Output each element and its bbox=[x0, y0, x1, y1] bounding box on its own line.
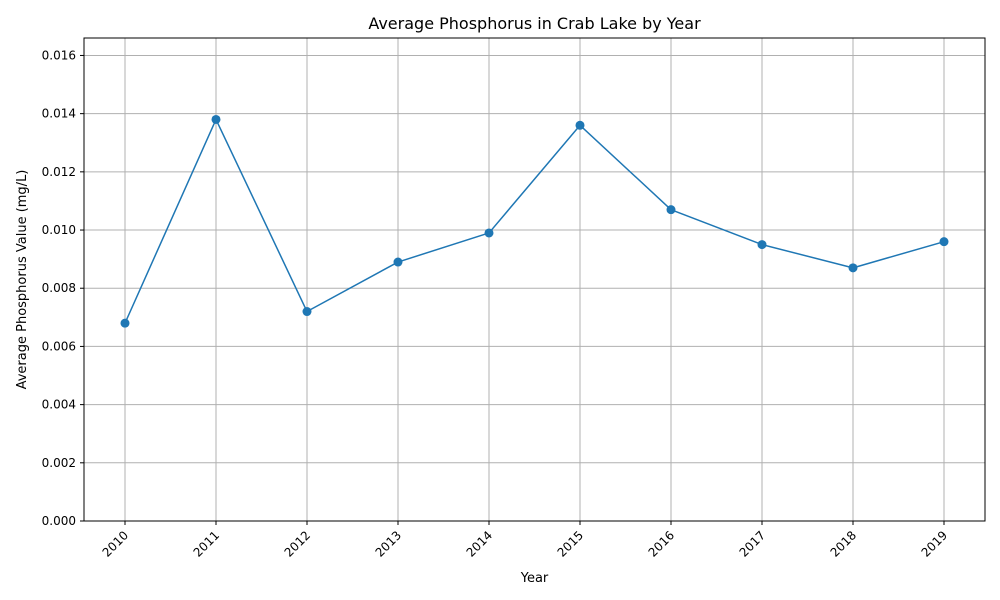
x-tick-label: 2012 bbox=[282, 528, 313, 559]
grid bbox=[84, 38, 985, 522]
x-tick-label: 2019 bbox=[919, 528, 950, 559]
data-point bbox=[666, 205, 676, 215]
y-tick-label: 0.004 bbox=[42, 398, 76, 412]
x-axis-title: Year bbox=[520, 571, 549, 586]
x-tick-label: 2015 bbox=[555, 528, 586, 559]
x-tick-label: 2011 bbox=[191, 528, 222, 559]
x-tick-label: 2013 bbox=[373, 528, 404, 559]
data-point bbox=[757, 240, 767, 250]
data-point bbox=[484, 228, 494, 238]
x-tick-label: 2017 bbox=[737, 528, 768, 559]
y-tick-label: 0.008 bbox=[42, 281, 76, 295]
chart-title: Average Phosphorus in Crab Lake by Year bbox=[368, 14, 701, 33]
data-point bbox=[575, 120, 585, 130]
ticks: 2010 2011 2012 2013 2014 2015 2016 2017 2018 2019… bbox=[42, 48, 950, 559]
x-tick-label: 2016 bbox=[646, 528, 677, 559]
y-tick-label: 0.016 bbox=[42, 48, 76, 62]
series-line bbox=[124, 118, 945, 324]
plot-frame bbox=[83, 37, 986, 522]
y-tick-label: 0.006 bbox=[42, 339, 76, 353]
y-tick-label: 0.012 bbox=[42, 165, 76, 179]
x-tick-label: 2018 bbox=[828, 528, 859, 559]
y-tick-label: 0.002 bbox=[42, 456, 76, 470]
y-tick-label: 0.000 bbox=[42, 514, 76, 528]
data-point bbox=[939, 237, 949, 247]
x-tick-label: 2010 bbox=[100, 528, 131, 559]
series-layer bbox=[120, 114, 949, 328]
x-tick-label: 2014 bbox=[464, 528, 495, 559]
y-tick-label: 0.010 bbox=[42, 223, 76, 237]
data-point bbox=[211, 114, 221, 124]
y-tick-label: 0.014 bbox=[42, 107, 76, 121]
data-point bbox=[393, 257, 403, 267]
y-axis-title: Average Phosphorus Value (mg/L) bbox=[15, 170, 30, 390]
data-point bbox=[848, 263, 858, 273]
data-point bbox=[120, 318, 130, 328]
data-point bbox=[302, 307, 312, 317]
